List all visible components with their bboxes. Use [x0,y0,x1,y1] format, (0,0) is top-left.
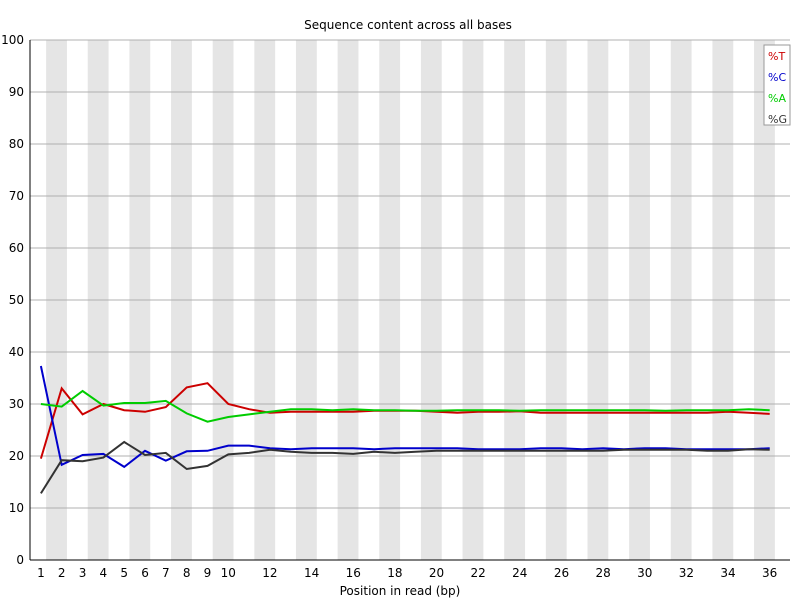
x-tick-label: 20 [429,566,444,580]
legend-entry: %A [768,92,786,105]
x-tick-label: 2 [58,566,66,580]
x-tick-label: 22 [471,566,486,580]
x-tick-label: 7 [162,566,170,580]
x-tick-label: 4 [100,566,108,580]
y-tick-label: 80 [9,137,24,151]
x-tick-label: 1 [37,566,45,580]
gridlines [30,39,790,509]
y-tick-label: 0 [16,553,24,567]
y-tick-label: 50 [9,293,24,307]
series-line-c [39,365,770,469]
x-tick-label: 16 [346,566,361,580]
legend: %T %C %A %G [763,44,791,126]
series-lines [39,365,770,494]
x-tick-label: 6 [141,566,149,580]
x-tick-label: 5 [120,566,128,580]
y-tick-label: 90 [9,85,24,99]
x-tick-label: 8 [183,566,191,580]
legend-box [763,44,791,126]
x-tick-label: 14 [304,566,319,580]
y-tick-label: 20 [9,449,24,463]
x-tick-label: 32 [679,566,694,580]
y-tick-label: 100 [1,33,24,47]
y-tick-label: 70 [9,189,24,203]
x-tick-label: 12 [262,566,277,580]
y-tick-label: 30 [9,397,24,411]
y-tick-label: 40 [9,345,24,359]
chart-title: Sequence content across all bases [304,18,512,32]
x-tick-label: 26 [554,566,569,580]
y-tick-label: 10 [9,501,24,515]
x-tick-label: 36 [762,566,777,580]
x-tick-label: 9 [204,566,212,580]
y-tick-labels: 0 10 20 30 40 50 60 70 80 90 100 [1,33,24,567]
x-tick-label: 24 [512,566,527,580]
y-tick-label: 60 [9,241,24,255]
legend-entry: %T [768,50,785,63]
series-line-g [40,440,770,494]
x-tick-label: 18 [387,566,402,580]
x-tick-label: 28 [595,566,610,580]
x-tick-label: 30 [637,566,652,580]
x-tick-label: 34 [720,566,735,580]
x-axis-label: Position in read (bp) [340,584,461,598]
series-line-a [40,389,770,423]
x-tick-label: 10 [221,566,236,580]
x-tick-label: 3 [79,566,87,580]
legend-entry: %C [768,71,786,84]
x-tick-labels: 1 2 3 4 5 6 7 8 9 10 12 14 16 18 20 22 24 26 28 30 32 34 36 [37,566,777,580]
legend-entry: %G [768,113,787,126]
axes [29,40,790,561]
